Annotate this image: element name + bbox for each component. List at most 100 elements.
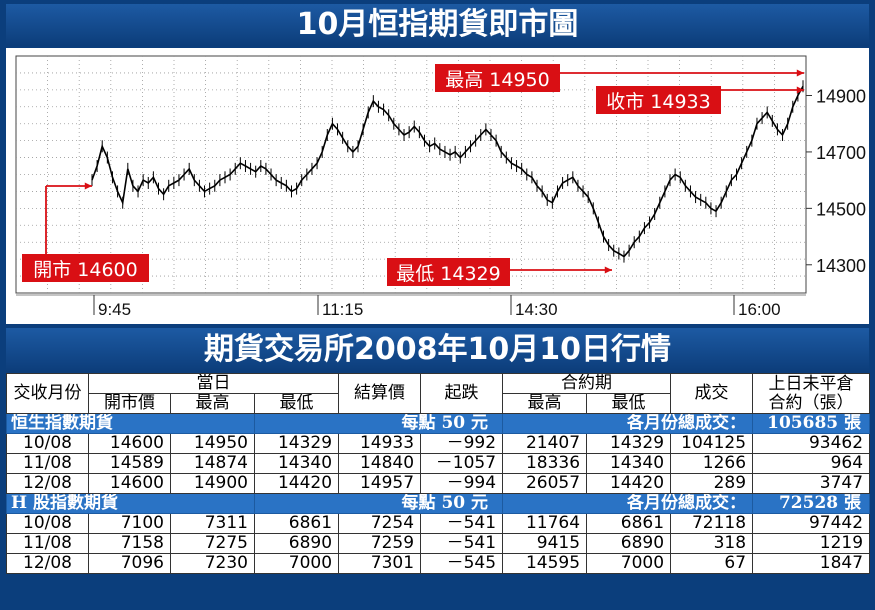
value-cell: 14600 (88, 433, 171, 454)
intraday-chart-panel: 14300 14500 14700 14900 9:45 11:15 14:30 16:00 最… (6, 48, 869, 324)
section-header-row: 恒生指數期貨 每點 50 元各月份總成交： 105685 張 (6, 413, 871, 434)
value-cell: 6861 (586, 513, 672, 534)
value-cell: 14933 (338, 433, 422, 454)
value-cell: 7158 (88, 533, 171, 554)
value-cell: －545 (420, 553, 504, 574)
month-cell: 12/08 (6, 553, 89, 574)
section-total-label: 各月份總成交： (502, 413, 754, 434)
section-total-label: 各月份總成交： (502, 493, 754, 514)
high-annotation-box (435, 64, 560, 92)
high-annotation-text: 最高 14950 (445, 69, 549, 91)
close-arrow-head (796, 86, 804, 94)
header-settle: 結算價 (338, 373, 422, 414)
value-cell: 14595 (502, 553, 588, 574)
value-cell: 14900 (170, 473, 255, 494)
y-tick-label: 14300 (816, 256, 866, 276)
value-cell: 14340 (253, 453, 340, 474)
header-contract-high: 最高 (502, 393, 588, 414)
high-arrow-head (796, 69, 804, 77)
price-series-line (91, 85, 804, 258)
table-row: 11/08 7158 7275 6890 7259 －541 9415 6890 318 1219 (6, 533, 871, 554)
header-open: 開市價 (88, 393, 171, 414)
value-cell: 7311 (170, 513, 255, 534)
value-cell: －994 (420, 473, 504, 494)
value-cell: 7100 (88, 513, 171, 534)
month-cell: 12/08 (6, 473, 89, 494)
value-cell: 9415 (502, 533, 588, 554)
value-cell: 14589 (88, 453, 171, 474)
x-tick-label: 16:00 (738, 300, 781, 319)
table-title: 期貨交易所2008年10月10日行情 (6, 328, 869, 372)
header-row: 交收月份 當日 結算價 起跌 合約期 成交 上日未平倉 合約（張） (6, 373, 871, 414)
x-tick-label: 11:15 (322, 300, 363, 319)
month-cell: 10/08 (6, 513, 89, 534)
value-cell: 14840 (338, 453, 422, 474)
section-unit: 每點 50 元 (253, 493, 504, 514)
value-cell: －541 (420, 533, 504, 554)
value-cell: 7230 (170, 553, 255, 574)
x-tick-label: 14:30 (515, 300, 558, 319)
section-unit: 每點 50 元 (253, 413, 504, 434)
open-arrow-head (84, 182, 92, 190)
value-cell: 21407 (502, 433, 588, 454)
futures-quotes-table: 交收月份 當日 結算價 起跌 合約期 成交 上日未平倉 合約（張） 開市價 最高 最低 最高 最低 恒生指… (6, 373, 871, 574)
open-annotation-box (22, 254, 149, 282)
value-cell: 72118 (670, 513, 754, 534)
value-cell: 6890 (253, 533, 340, 554)
header-contract-low: 最低 (586, 393, 672, 414)
month-cell: 11/08 (6, 533, 89, 554)
value-cell: －541 (420, 513, 504, 534)
header-row: 開市價 最高 最低 最高 最低 (7, 393, 870, 414)
header-oi-line2: 合約（張） (768, 392, 854, 413)
close-annotation-text: 收市 14933 (606, 91, 710, 113)
x-tick-label: 9:45 (98, 300, 131, 319)
value-cell: 7301 (338, 553, 422, 574)
y-tick-label: 14900 (816, 87, 866, 107)
chart-title: 10月恒指期貨即市圖 (6, 4, 869, 46)
section-total-volume: 105685 張 (752, 413, 871, 434)
value-cell: 7000 (586, 553, 672, 574)
value-cell: 7254 (338, 513, 422, 534)
value-cell: 3747 (752, 473, 871, 494)
y-tick-label: 14700 (816, 143, 866, 163)
value-cell: 1847 (752, 553, 871, 574)
value-cell: 18336 (502, 453, 588, 474)
value-cell: 14420 (253, 473, 340, 494)
value-cell: 964 (752, 453, 871, 474)
header-low: 最低 (253, 393, 340, 414)
table-row: 10/08 14600 14950 14329 14933 －992 21407 14329 1… (6, 433, 871, 454)
value-cell: 104125 (670, 433, 754, 454)
value-cell: 6890 (586, 533, 672, 554)
value-cell: 7000 (253, 553, 340, 574)
header-oi-line1: 上日未平倉 (768, 373, 854, 394)
y-tick-label: 14500 (816, 199, 866, 219)
table-row: 10/08 7100 7311 6861 7254 －541 11764 6861 72118 9… (6, 513, 871, 534)
value-cell: 14329 (586, 433, 672, 454)
header-volume: 成交 (670, 373, 754, 414)
header-change: 起跌 (420, 373, 504, 414)
table-row: 12/08 7096 7230 7000 7301 －545 14595 7000 67 1847 (6, 553, 871, 574)
value-cell: 14600 (88, 473, 171, 494)
value-cell: 11764 (502, 513, 588, 534)
low-annotation-box (387, 258, 510, 286)
value-cell: 14420 (586, 473, 672, 494)
intraday-chart: 14300 14500 14700 14900 9:45 11:15 14:30 16:00 最… (15, 55, 866, 319)
value-cell: 7096 (88, 553, 171, 574)
value-cell: 14874 (170, 453, 255, 474)
value-cell: 289 (670, 473, 754, 494)
open-annotation-text: 開市 14600 (33, 259, 137, 281)
value-cell: 26057 (502, 473, 588, 494)
value-cell: 1219 (752, 533, 871, 554)
value-cell: 93462 (752, 433, 871, 454)
value-cell: 7259 (338, 533, 422, 554)
value-cell: 6861 (253, 513, 340, 534)
section-total-volume: 72528 張 (752, 493, 871, 514)
value-cell: 14340 (586, 453, 672, 474)
header-today: 當日 (87, 373, 340, 394)
header-open-interest: 上日未平倉 合約（張） (752, 373, 871, 414)
value-cell: 14329 (253, 433, 340, 454)
value-cell: 14950 (170, 433, 255, 454)
value-cell: 14957 (338, 473, 422, 494)
low-annotation-text: 最低 14329 (396, 263, 500, 285)
